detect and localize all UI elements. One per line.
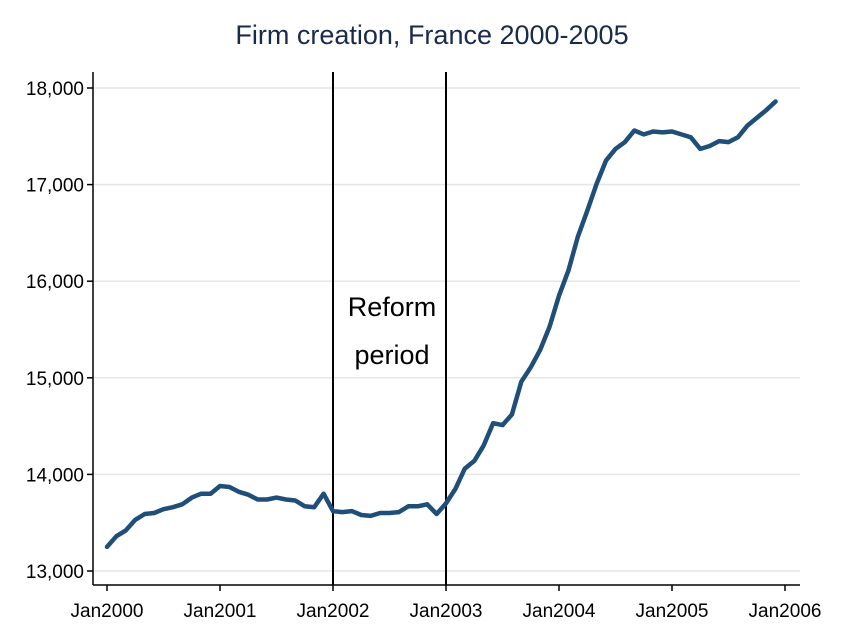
axes: 13,000 14,000 15,000 16,000 17,000 18,000 Jan2…	[26, 72, 822, 622]
x-tick-label: Jan2003	[410, 601, 483, 622]
chart-title: Firm creation, France 2000-2005	[235, 20, 628, 50]
annotation-line-1: Reform	[348, 292, 437, 322]
series	[104, 99, 778, 550]
y-tick-label: 15,000	[26, 369, 84, 390]
x-tick-label: Jan2006	[749, 601, 822, 622]
y-tick-label: 18,000	[26, 79, 84, 100]
series-line	[104, 99, 778, 550]
y-tick-label: 16,000	[26, 272, 84, 293]
annotation-line-2: period	[354, 340, 429, 370]
x-tick-label: Jan2002	[297, 601, 370, 622]
x-tick-label: Jan2000	[71, 601, 144, 622]
x-tick-label: Jan2001	[184, 601, 257, 622]
y-tick-label: 13,000	[26, 562, 84, 583]
y-tick-label: 17,000	[26, 176, 84, 197]
y-tick-label: 14,000	[26, 465, 84, 486]
x-tick-label: Jan2005	[636, 601, 709, 622]
x-tick-label: Jan2004	[523, 601, 596, 622]
